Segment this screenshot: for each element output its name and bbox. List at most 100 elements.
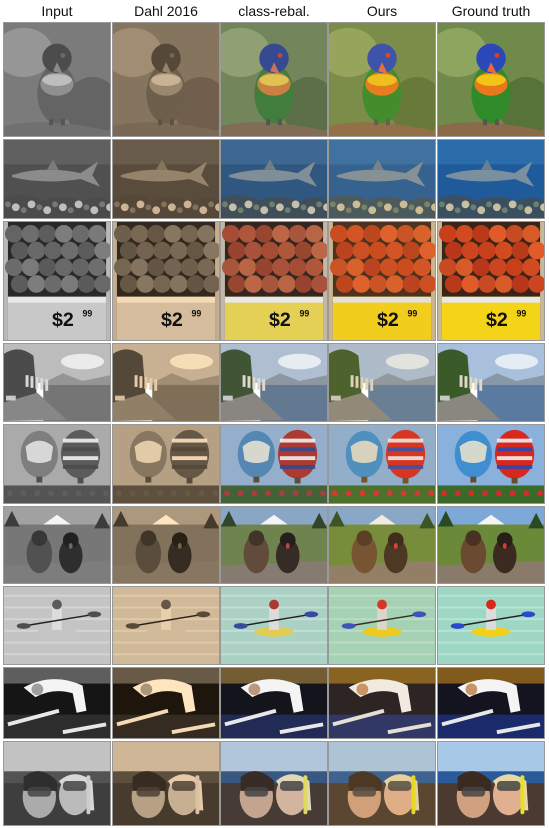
paddle-blade: [125, 623, 140, 629]
mountains: [43, 373, 110, 388]
dive-mask: [136, 786, 161, 797]
spectator: [414, 490, 421, 497]
spectator: [237, 490, 244, 497]
dog-right: [492, 538, 517, 574]
paddle-blade: [233, 623, 248, 629]
trees: [4, 349, 38, 403]
statue: [262, 379, 266, 391]
parrot-scene: [438, 23, 544, 136]
spectator: [6, 490, 13, 497]
crate-edge: [4, 222, 8, 340]
coral: [307, 206, 316, 215]
snow-peak: [43, 514, 71, 525]
stands: [438, 714, 544, 738]
pomegranate: [385, 275, 404, 293]
coral: [244, 200, 253, 209]
ripple: [221, 594, 327, 597]
coral: [176, 207, 183, 214]
image-balloons-input: [3, 424, 111, 504]
balloon-stripe: [496, 438, 533, 443]
price-sign: [224, 296, 324, 340]
pomegranate: [136, 241, 155, 260]
pomegranate: [261, 275, 279, 293]
mountains: [368, 373, 435, 388]
coral: [352, 200, 361, 209]
helmet: [269, 599, 279, 610]
helmet: [52, 599, 62, 610]
pomegranate: [77, 241, 96, 260]
person-left-hair: [457, 771, 491, 791]
cloud: [60, 353, 105, 370]
promenade: [4, 392, 67, 421]
dogs-scene: [113, 507, 219, 583]
statue: [464, 376, 468, 388]
promenade: [329, 392, 392, 421]
shark-fin: [47, 159, 59, 171]
paddler: [52, 608, 62, 630]
coral: [477, 206, 486, 215]
pomegranate: [221, 258, 240, 277]
column-title-ours: Ours: [366, 3, 398, 19]
sky: [329, 742, 435, 776]
pomegranate: [522, 224, 541, 243]
coral: [540, 203, 544, 212]
spectator: [89, 490, 96, 497]
price-sign: [332, 296, 432, 340]
balloon-basket: [145, 476, 152, 483]
coral: [52, 201, 58, 208]
pomegranate: [10, 275, 29, 293]
paddle-shaft: [240, 613, 312, 627]
dog-left: [460, 534, 487, 574]
pomegranate: [4, 258, 23, 277]
image-kayak-dahl: [112, 586, 220, 665]
dog-tongue: [502, 543, 507, 549]
shark: [336, 161, 426, 187]
spectator: [440, 490, 447, 497]
price-sign: [7, 296, 107, 340]
coral: [291, 200, 300, 209]
coral: [329, 201, 336, 208]
balloon-right: [169, 429, 210, 479]
balloon-stripe: [62, 438, 99, 443]
column-title-class-rebal: class-rebal.: [238, 3, 310, 19]
grass: [4, 485, 110, 503]
ripple: [4, 641, 110, 644]
paddle-shaft: [457, 613, 529, 627]
tree: [528, 512, 544, 529]
gymnast-head: [465, 683, 478, 696]
balloon-left-pattern: [134, 440, 163, 464]
coral: [228, 203, 237, 212]
helmet: [486, 599, 496, 610]
ripple: [221, 653, 327, 656]
image-kayak-ours: [328, 586, 436, 665]
parrot-head: [151, 43, 181, 74]
balloon-stripe: [279, 447, 316, 452]
coral: [4, 201, 11, 208]
pomegranate: [438, 258, 457, 277]
pomegranate: [130, 258, 149, 277]
dog-left-head: [31, 530, 48, 546]
pomegranate: [402, 275, 421, 293]
balloon-basket: [186, 477, 193, 484]
coral: [215, 203, 219, 212]
ripple: [438, 653, 544, 656]
dive-mask: [244, 786, 269, 797]
dog-left: [243, 534, 270, 574]
car: [114, 395, 125, 401]
pomegranate: [352, 275, 371, 293]
pomegranate: [169, 241, 188, 260]
pomegranates-scene: $2 99: [221, 222, 327, 340]
tree: [94, 512, 110, 529]
dog-right: [383, 538, 408, 574]
coral: [424, 201, 431, 208]
kayak: [362, 626, 402, 637]
pomegranate: [472, 224, 491, 243]
image-divers-classrebal: [220, 741, 328, 826]
coral: [90, 206, 99, 215]
balloon-right: [277, 429, 318, 479]
sky: [4, 742, 110, 776]
spectator: [345, 490, 352, 497]
balloon-stripe: [171, 447, 208, 452]
paddle-blade: [16, 623, 31, 629]
coral: [260, 206, 269, 215]
